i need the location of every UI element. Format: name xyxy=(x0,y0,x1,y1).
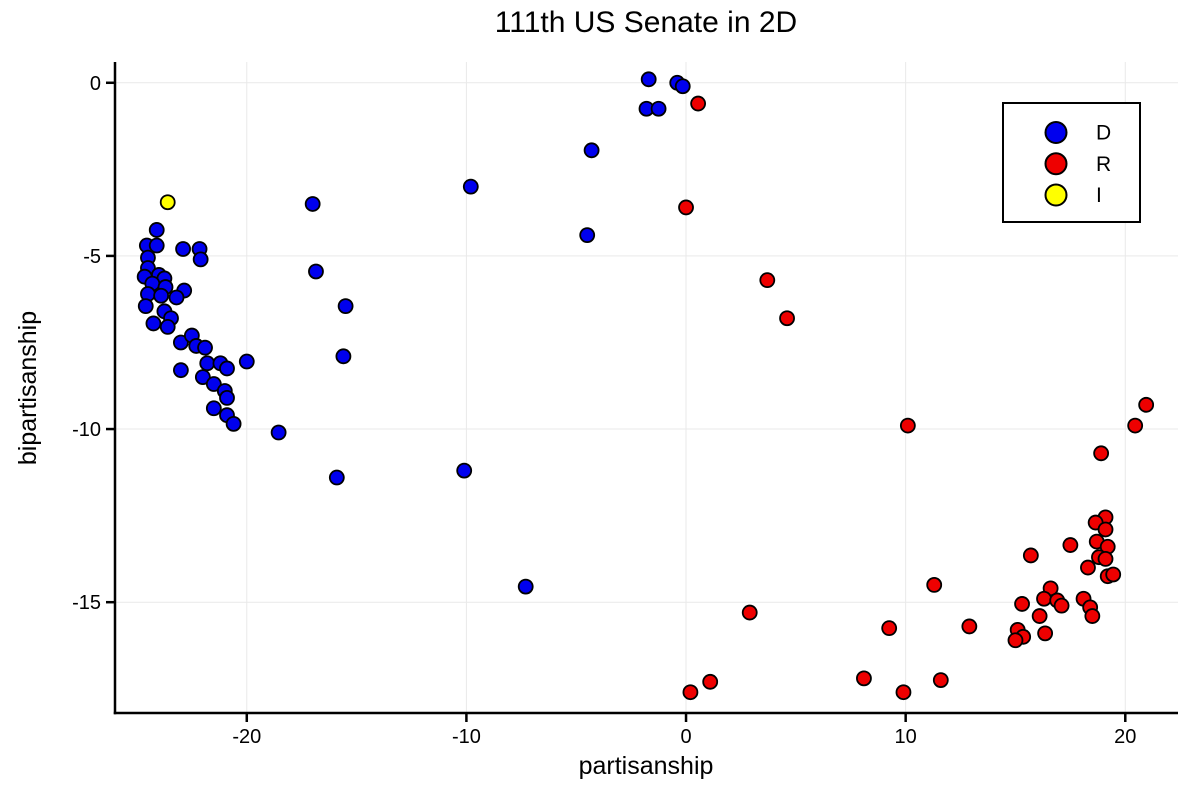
legend-marker-d-icon xyxy=(1044,121,1068,144)
data-point-d xyxy=(192,251,209,268)
legend: D R I xyxy=(1002,102,1141,223)
data-point-d xyxy=(517,578,534,595)
data-point-d xyxy=(304,196,321,212)
data-point-r xyxy=(1022,547,1039,564)
x-tick-label: 10 xyxy=(895,726,917,748)
data-point-r xyxy=(1037,625,1054,642)
data-point-r xyxy=(1080,559,1096,576)
x-tick-label: 20 xyxy=(1114,726,1136,748)
data-point-r xyxy=(1062,537,1079,553)
legend-box xyxy=(1002,102,1141,223)
y-tick-label: -5 xyxy=(83,246,101,268)
data-point-d xyxy=(225,415,242,432)
data-point-r xyxy=(1093,445,1110,462)
data-point-d xyxy=(308,263,324,280)
data-point-d xyxy=(172,362,189,379)
data-point-d xyxy=(219,389,235,406)
x-tick-label: -20 xyxy=(232,726,261,748)
legend-label-r: R xyxy=(1096,153,1111,176)
y-axis-label: bipartisanship xyxy=(14,311,42,465)
data-point-r xyxy=(881,620,898,637)
data-point-d xyxy=(640,71,657,88)
data-point-d xyxy=(238,353,255,370)
y-tick-label: 0 xyxy=(90,73,101,95)
data-point-d xyxy=(328,469,345,486)
x-axis-label: partisanship xyxy=(579,752,714,780)
axis-layer: -20 -10 0 10 20 0 -5 -10 -15 xyxy=(72,62,1178,748)
data-point-d xyxy=(205,376,222,392)
data-point-r xyxy=(1031,608,1048,624)
data-point-d xyxy=(168,289,185,306)
data-point-d xyxy=(270,424,287,441)
data-point-r xyxy=(779,310,795,327)
chart-title: 111th US Senate in 2D xyxy=(495,6,797,39)
data-point-r xyxy=(678,199,694,216)
data-point-d xyxy=(148,237,165,254)
data-point-r xyxy=(1127,417,1144,434)
data-point-d xyxy=(456,462,473,479)
y-tick-label: -15 xyxy=(72,592,101,614)
data-point-d xyxy=(219,360,235,377)
data-point-d xyxy=(175,241,191,257)
data-point-d xyxy=(199,355,216,372)
data-point-d xyxy=(462,178,479,195)
data-point-r xyxy=(899,417,916,434)
legend-marker-r-icon xyxy=(1044,152,1068,176)
data-point-d xyxy=(335,348,352,365)
data-point-r xyxy=(961,618,978,635)
data-point-d xyxy=(650,100,667,117)
points-layer xyxy=(136,71,1155,701)
data-point-d xyxy=(674,78,691,95)
data-point-r xyxy=(1053,597,1070,614)
data-point-r xyxy=(1014,596,1030,612)
data-point-d xyxy=(205,400,222,417)
data-point-d xyxy=(197,339,213,356)
data-point-i xyxy=(159,194,176,211)
data-point-r xyxy=(1036,590,1052,607)
data-point-r xyxy=(932,672,949,689)
data-point-d xyxy=(337,298,354,315)
x-tick-label: 0 xyxy=(680,726,691,748)
legend-label-d: D xyxy=(1096,122,1111,145)
data-point-r xyxy=(702,673,719,690)
data-point-r xyxy=(682,684,699,701)
x-tick-label: -10 xyxy=(452,726,481,748)
data-point-r xyxy=(741,604,758,621)
data-point-r xyxy=(1105,566,1122,583)
data-point-r xyxy=(1097,521,1114,538)
data-point-d xyxy=(172,334,189,351)
data-point-r xyxy=(1084,608,1101,624)
data-point-d xyxy=(159,319,176,335)
data-point-d xyxy=(145,315,162,332)
data-point-d xyxy=(148,222,165,238)
data-point-d xyxy=(137,298,154,315)
y-tick-label: -10 xyxy=(72,419,101,441)
legend-marker-i-icon xyxy=(1044,183,1068,207)
data-point-r xyxy=(926,576,943,593)
data-point-d xyxy=(583,142,600,159)
data-point-r xyxy=(1007,632,1024,649)
data-point-r xyxy=(1138,396,1155,413)
data-point-r xyxy=(759,272,776,289)
legend-label-i: I xyxy=(1096,184,1102,207)
data-point-d xyxy=(194,369,211,386)
data-point-r xyxy=(895,684,912,701)
data-point-d xyxy=(579,227,596,244)
data-point-r xyxy=(856,670,872,687)
data-point-r xyxy=(690,95,707,112)
data-point-r xyxy=(1097,551,1114,567)
data-point-d xyxy=(153,287,170,304)
